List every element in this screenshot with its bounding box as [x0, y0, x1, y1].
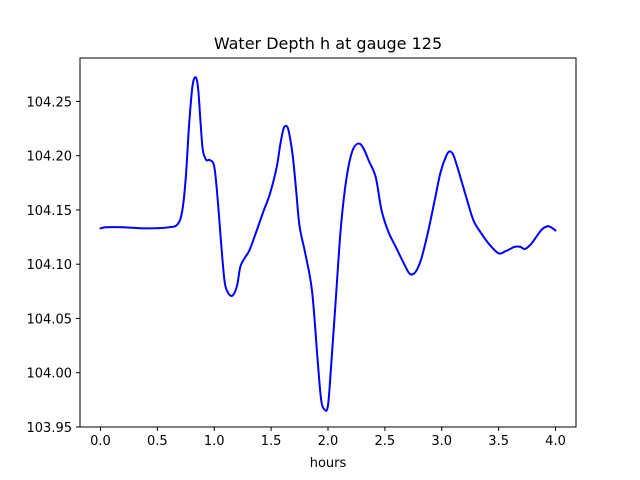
y-tick-label: 104.10: [27, 258, 73, 273]
y-tick-label: 104.00: [27, 367, 73, 382]
series-layer: [99, 76, 557, 412]
y-tick-label: 104.25: [27, 95, 73, 110]
plot-area: [80, 58, 576, 427]
water-depth-series-line: [99, 76, 557, 412]
y-tick-label: 103.95: [27, 421, 73, 436]
chart-title: Water Depth h at gauge 125: [214, 34, 442, 53]
x-tick-label: 0.5: [147, 434, 168, 449]
x-tick-label: 0.0: [90, 434, 111, 449]
x-tick-label: 2.0: [318, 434, 339, 449]
x-tick-label: 1.0: [204, 434, 225, 449]
y-tick-label: 104.15: [27, 204, 73, 219]
x-tick-label: 3.5: [488, 434, 509, 449]
y-tick-label: 104.05: [27, 312, 73, 327]
x-axis-label: hours: [310, 456, 347, 471]
x-tick-label: 1.5: [261, 434, 282, 449]
x-tick-label: 4.0: [545, 434, 566, 449]
y-tick-label: 104.20: [27, 150, 73, 165]
x-tick-label: 2.5: [375, 434, 396, 449]
x-tick-label: 3.0: [431, 434, 452, 449]
x-axis-ticks: 0.0 0.5 1.0 1.5 2.0 2.5 3.0 3.5 4.0: [90, 427, 566, 449]
y-axis-ticks: 103.95 104.00 104.05 104.10 104.15 104.20 104.…: [27, 95, 80, 436]
